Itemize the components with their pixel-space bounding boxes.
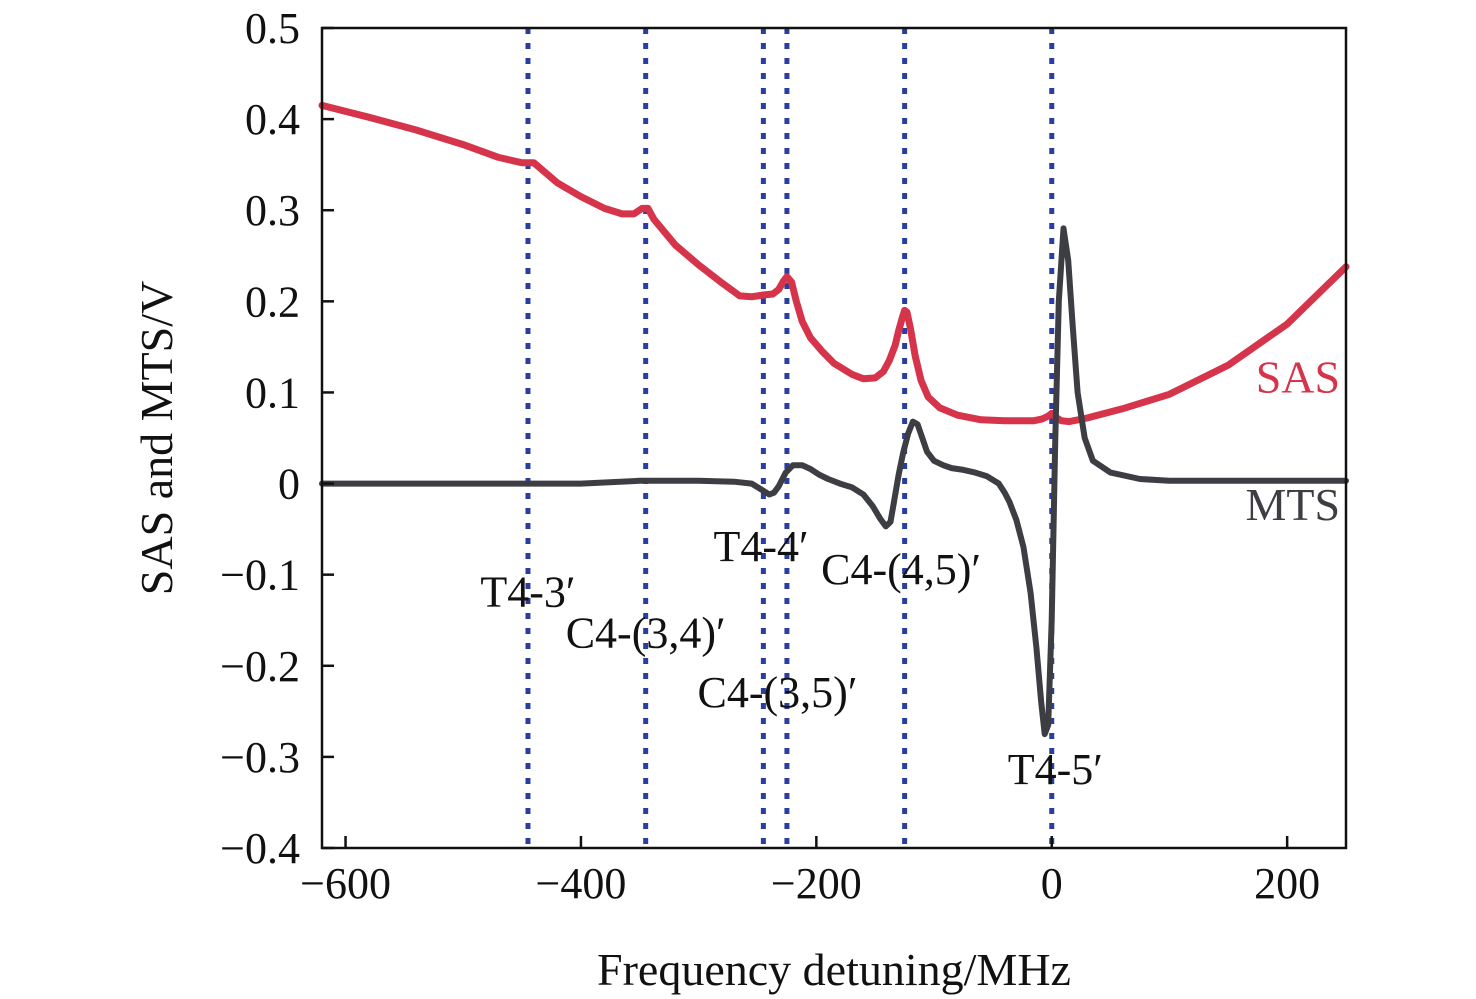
x-tick-label: −400 [536, 859, 627, 908]
transition-label-2: C4-(3,5)′ [698, 668, 858, 717]
x-tick-label: 200 [1254, 859, 1320, 908]
transition-label-0: T4-3′ [480, 568, 575, 617]
y-tick-label: −0.2 [220, 642, 300, 691]
reference-lines [525, 28, 1055, 848]
y-tick-label: 0.5 [245, 4, 300, 53]
series-line-sas [318, 101, 1350, 426]
data-series [318, 101, 1350, 738]
series-label-mts: MTS [1246, 479, 1341, 530]
x-axis: −600 −400 −200 0 200 [300, 836, 1320, 908]
y-tick-label: 0 [278, 460, 300, 509]
y-tick-label: 0.2 [245, 277, 300, 326]
transition-label-4: C4-(4,5)′ [821, 545, 981, 594]
series-labels: SAS MTS [1246, 351, 1341, 530]
x-tick-label: −200 [771, 859, 862, 908]
transition-labels: T4-3′C4-(3,4)′ C4-(3,5)′ T4-4′ C4-(4,5)′ T4-… [480, 522, 1102, 794]
y-tick-label: −0.4 [220, 824, 300, 873]
y-tick-label: 0.1 [245, 368, 300, 417]
y-axis-title: SAS and MTS/V [131, 281, 182, 595]
y-axis: 0.5 0.4 0.3 0.2 0.1 0 −0.1 −0.2 −0.3 −0.4 [220, 4, 334, 873]
plot-frame [320, 26, 1348, 850]
y-tick-label: −0.1 [220, 551, 300, 600]
transition-label-1: C4-(3,4)′ [566, 609, 726, 658]
series-line-mts [319, 225, 1349, 738]
y-tick-label: −0.3 [220, 733, 300, 782]
x-tick-label: −600 [300, 859, 391, 908]
transition-label-3: T4-4′ [713, 522, 808, 571]
series-label-sas: SAS [1256, 351, 1340, 402]
y-tick-label: 0.3 [245, 186, 300, 235]
x-tick-label: 0 [1041, 859, 1063, 908]
x-axis-title: Frequency detuning/MHz [597, 944, 1071, 995]
transition-label-5: T4-5′ [1008, 745, 1103, 794]
y-tick-label: 0.4 [245, 95, 300, 144]
